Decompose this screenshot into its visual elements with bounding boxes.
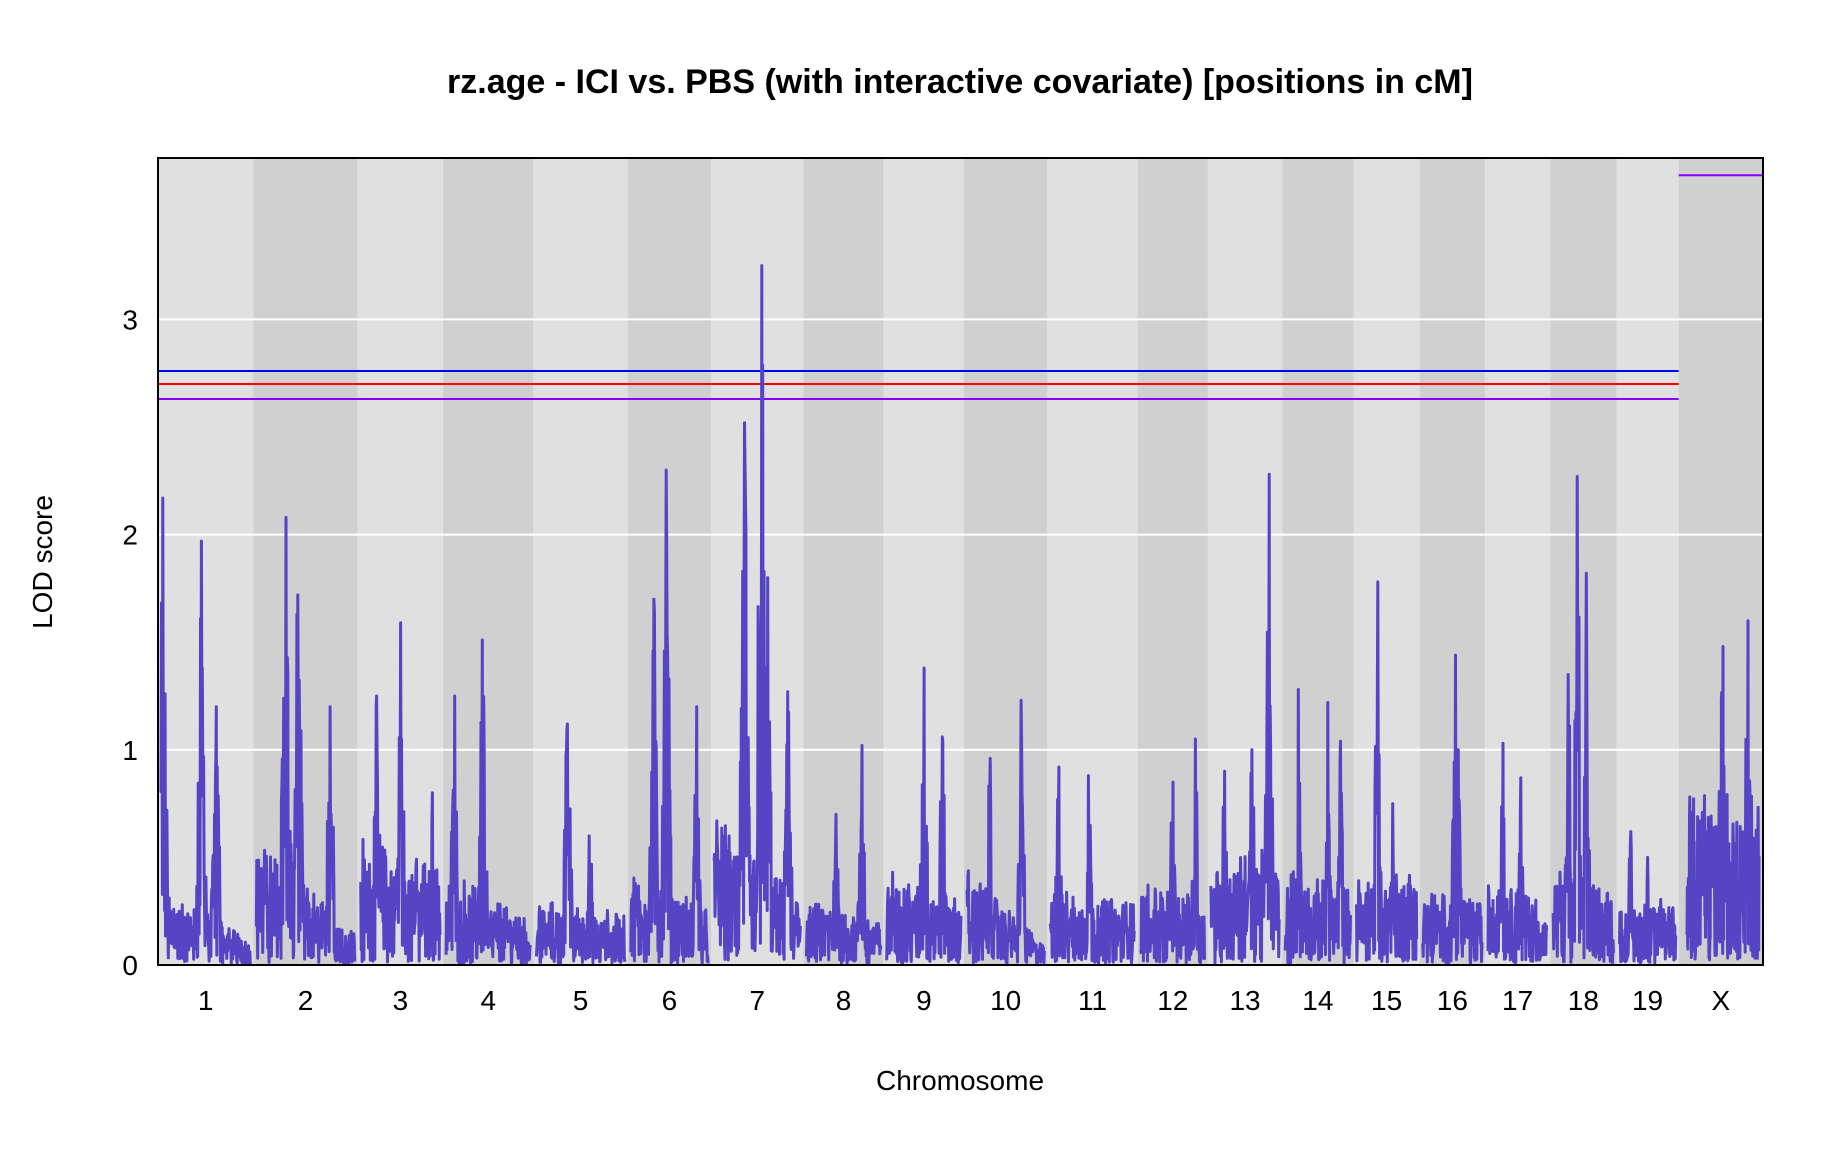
lod-series-chr-15 <box>1355 580 1419 964</box>
x-tick-label-9: 9 <box>916 985 932 1016</box>
gridlines <box>158 318 1763 751</box>
y-tick-label-1: 1 <box>122 735 138 766</box>
lod-series-chr-4 <box>444 638 532 966</box>
y-tick-label-3: 3 <box>122 304 138 335</box>
chromosome-band-3 <box>357 158 444 965</box>
lod-series-chr-19 <box>1618 830 1678 966</box>
x-tick-label-7: 7 <box>749 985 765 1016</box>
x-axis: 1 2 3 4 5 6 7 8 9 10 11 12 13 14 15 16 17 18 19 X <box>198 985 1731 1016</box>
y-tick-label-0: 0 <box>122 950 138 981</box>
threshold-lines <box>158 174 1763 401</box>
lod-series-chr-12 <box>1139 737 1207 965</box>
x-tick-label-17: 17 <box>1502 985 1533 1016</box>
lod-series-chr-5 <box>534 722 627 966</box>
x-tick-label-10: 10 <box>990 985 1021 1016</box>
y-tick-label-2: 2 <box>122 520 138 551</box>
y-axis-label: LOD score <box>27 495 58 629</box>
chromosome-band-1 <box>158 158 254 965</box>
x-tick-label-13: 13 <box>1229 985 1260 1016</box>
x-tick-label-3: 3 <box>393 985 409 1016</box>
chromosome-band-5 <box>533 158 628 965</box>
x-tick-label-6: 6 <box>662 985 678 1016</box>
lod-series-chr-17 <box>1486 741 1549 964</box>
lod-series-chr-8 <box>804 744 883 965</box>
lod-series-chr-X <box>1685 619 1761 962</box>
lod-series-chr-14 <box>1283 688 1352 965</box>
chart-title: rz.age - ICI vs. PBS (with interactive c… <box>447 63 1473 101</box>
chromosome-band-8 <box>803 158 884 965</box>
lod-series-chr-10 <box>965 698 1046 965</box>
lod-series-chr-11 <box>1048 765 1136 966</box>
y-axis: 0 1 2 3 <box>122 304 138 981</box>
chromosome-band-2 <box>253 158 358 965</box>
x-tick-label-2: 2 <box>298 985 314 1016</box>
x-tick-label-12: 12 <box>1157 985 1188 1016</box>
chromosome-band-15 <box>1353 158 1420 965</box>
x-tick-label-11: 11 <box>1078 985 1107 1016</box>
x-tick-label-1: 1 <box>198 985 214 1016</box>
lod-series-chr-1 <box>159 496 252 966</box>
chromosome-band-19 <box>1616 158 1679 965</box>
lod-series-chr-2 <box>254 515 357 966</box>
x-tick-label-4: 4 <box>480 985 496 1016</box>
lod-series-chr-16 <box>1421 653 1484 966</box>
lod-series-chr-7 <box>712 264 802 962</box>
lod-series <box>159 264 1761 966</box>
lod-series-chr-9 <box>885 666 963 965</box>
lod-series-chr-3 <box>359 621 442 964</box>
plot-frame <box>157 157 1764 966</box>
chromosome-band-17 <box>1484 158 1551 965</box>
x-tick-label-X: X <box>1711 985 1730 1016</box>
x-axis-label: Chromosome <box>876 1065 1044 1096</box>
x-tick-label-19: 19 <box>1632 985 1663 1016</box>
x-tick-label-15: 15 <box>1371 985 1402 1016</box>
x-tick-label-8: 8 <box>836 985 852 1016</box>
lod-series-chr-13 <box>1209 472 1281 965</box>
chromosome-band-10 <box>964 158 1048 965</box>
lod-series-chr-18 <box>1551 475 1615 965</box>
x-tick-label-14: 14 <box>1302 985 1333 1016</box>
x-tick-label-18: 18 <box>1568 985 1599 1016</box>
chromosome-band-11 <box>1047 158 1138 965</box>
x-tick-label-5: 5 <box>573 985 589 1016</box>
x-tick-label-16: 16 <box>1437 985 1468 1016</box>
lod-series-chr-6 <box>629 468 710 966</box>
